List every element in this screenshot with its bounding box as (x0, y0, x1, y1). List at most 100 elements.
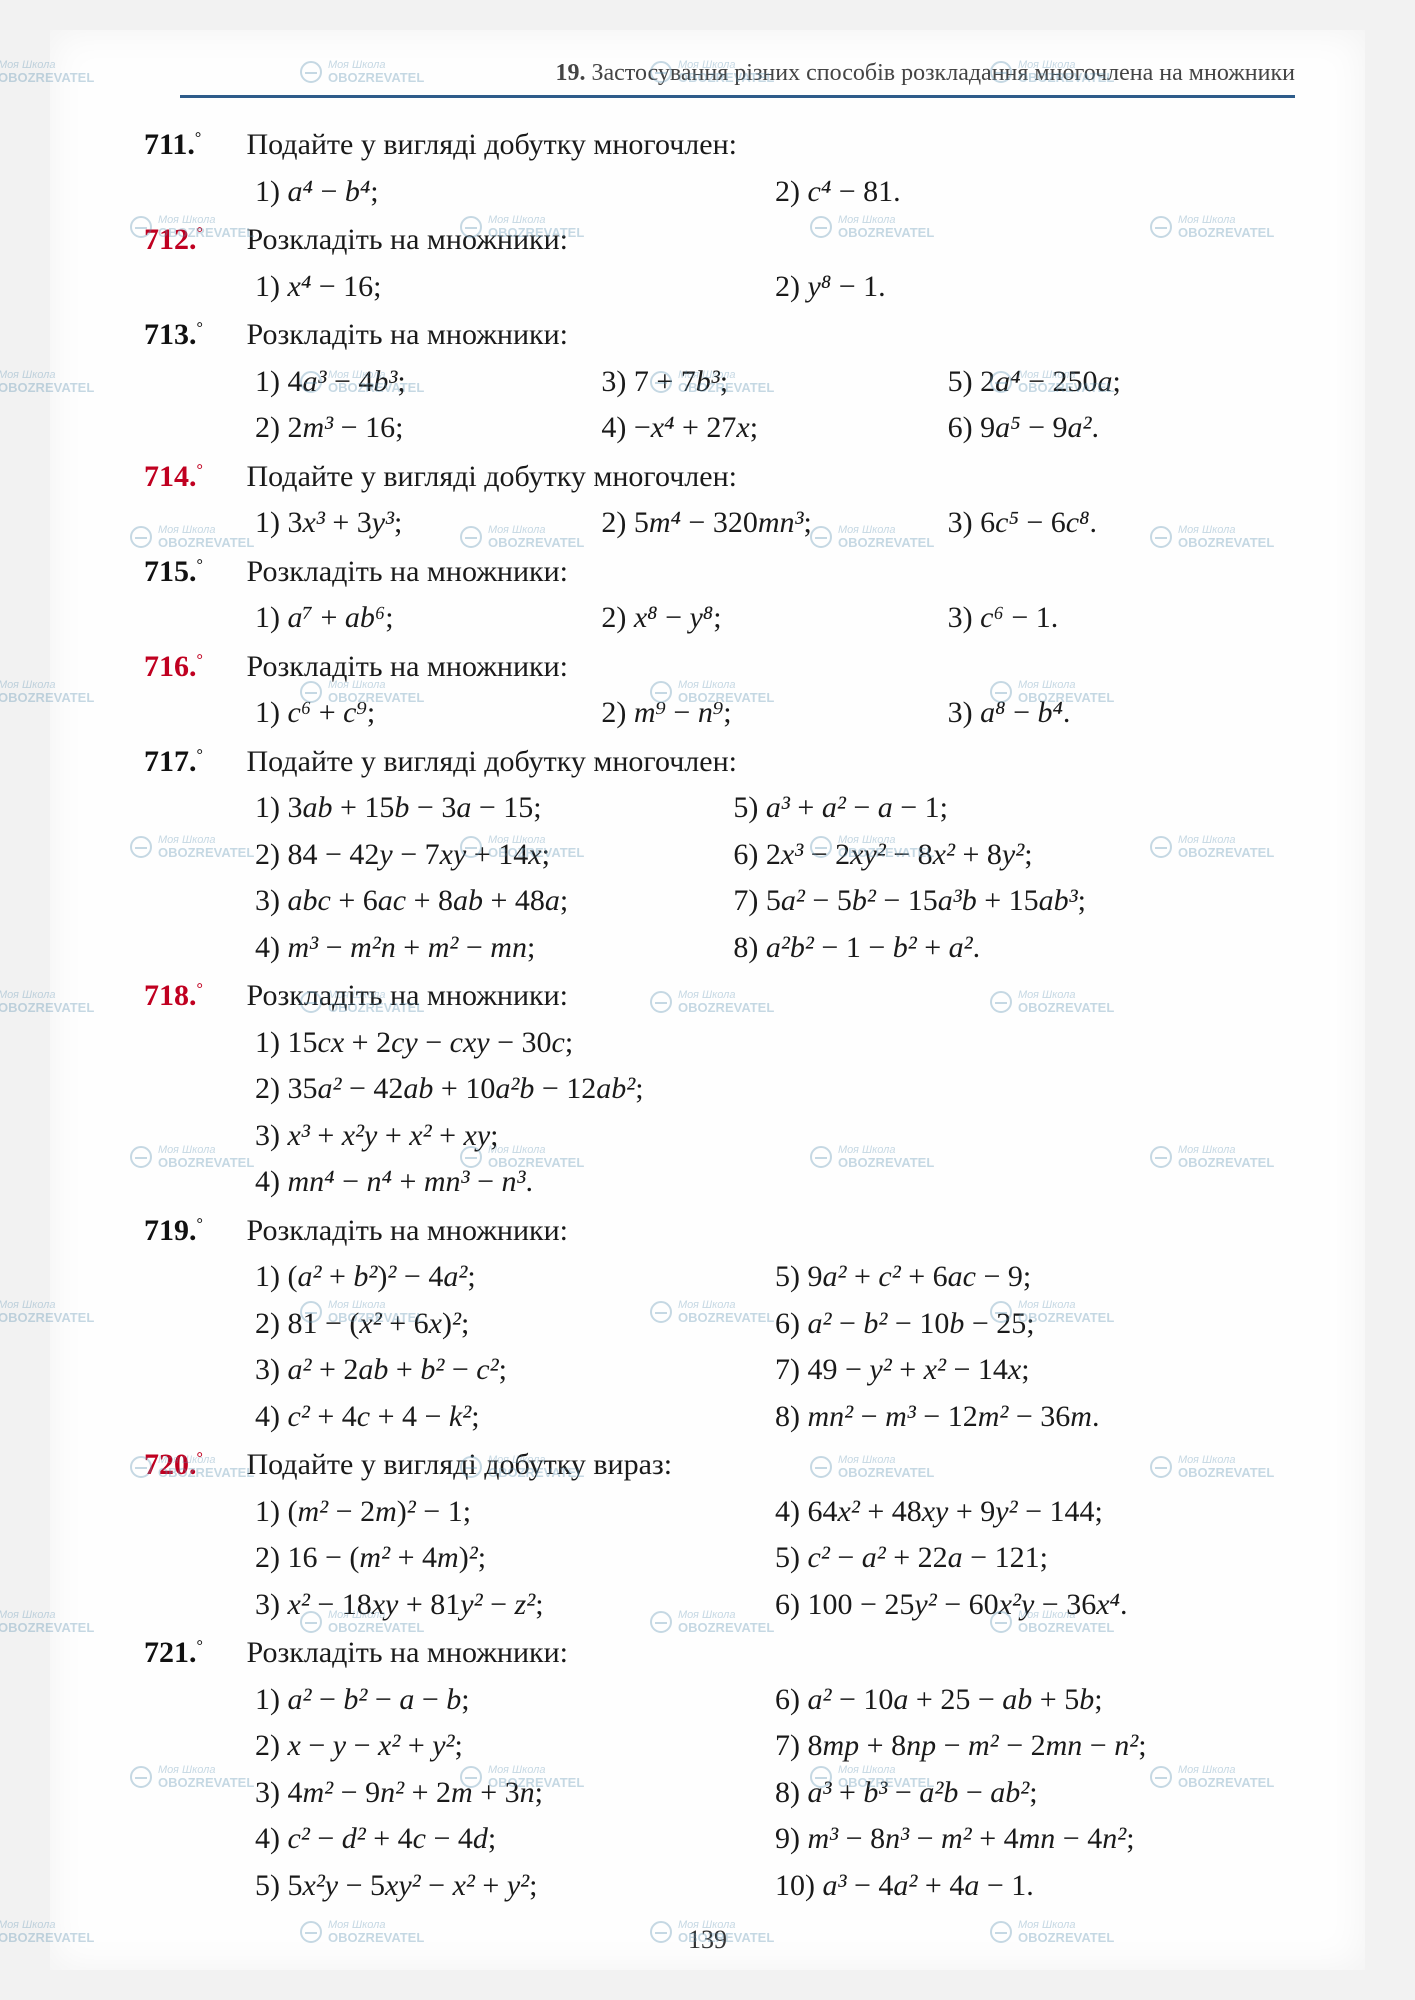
math-item: 4) mn⁴ − n⁴ + mn³ − n³. (255, 1159, 557, 1206)
problems-list: 711.° Подайте у вигляді добутку многочле… (180, 122, 1295, 1909)
math-item: 2) c⁴ − 81. (775, 169, 1295, 216)
math-item: 5) 5x²y − 5xy² − x² + y²; (255, 1863, 775, 1910)
problem: 716.° Розкладіть на множники:1) c⁶ + c⁹;… (180, 644, 1295, 737)
item-row: 5) 5x²y − 5xy² − x² + y²;10) a³ − 4a² + … (255, 1863, 1295, 1910)
item-row: 1) 3ab + 15b − 3a − 15; 5) a³ + a² − a −… (255, 785, 1295, 832)
math-item: 1) c⁶ + c⁹; (255, 690, 601, 737)
problem: 718.° Розкладіть на множники:1) 15cx + 2… (180, 973, 1295, 1206)
math-item: 3) a⁸ − b⁴. (948, 690, 1294, 737)
problem-number: 717.° (144, 739, 239, 786)
math-item: 2) y⁸ − 1. (775, 264, 1295, 311)
problem-prompt: Розкладіть на множники: (239, 650, 568, 683)
problem-items: 1) a⁴ − b⁴;2) c⁴ − 81. (255, 169, 1295, 216)
item-row: 4) mn⁴ − n⁴ + mn³ − n³. (255, 1159, 1295, 1206)
section-title: Застосування різних способів розкладання… (591, 60, 1295, 86)
problem-number: 720.° (144, 1442, 239, 1489)
math-item: 3) 6c⁵ − 6c⁸. (948, 500, 1294, 547)
problem-items: 1) a² − b² − a − b; 6) a² − 10a + 25 − a… (255, 1677, 1295, 1910)
section-number: 19. (555, 60, 585, 86)
math-item: 1) 4a³ − 4b³; (255, 359, 601, 406)
math-item: 3) 4m² − 9n² + 2m + 3n; (255, 1770, 775, 1817)
problem-items: 1) a⁷ + ab⁶;2) x⁸ − y⁸;3) c⁶ − 1. (255, 595, 1295, 642)
item-row: 3) abc + 6ac + 8ab + 48a; 7) 5a² − 5b² −… (255, 878, 1295, 925)
problem-items: 1) 15cx + 2cy − cxy − 30c;2) 35a² − 42ab… (255, 1020, 1295, 1206)
item-row: 3) x³ + x²y + x² + xy; (255, 1113, 1295, 1160)
problem-number: 712.° (144, 217, 239, 264)
math-item: 1) a⁷ + ab⁶; (255, 595, 601, 642)
item-row: 2) 84 − 42y − 7xy + 14x; 6) 2x³ − 2xy² −… (255, 832, 1295, 879)
item-row: 4) c² + 4c + 4 − k²;8) mn² − m³ − 12m² −… (255, 1394, 1295, 1441)
math-item: 8) a³ + b³ − a²b − ab²; (775, 1770, 1295, 1817)
problem-number: 715.° (144, 549, 239, 596)
math-item: 3) abc + 6ac + 8ab + 48a; (255, 878, 733, 925)
problem-prompt: Розкладіть на множники: (239, 318, 568, 351)
page: 19. Застосування різних способів розклад… (50, 30, 1365, 1970)
item-row: 1) x⁴ − 16;2) y⁸ − 1. (255, 264, 1295, 311)
math-item: 6) a² − b² − 10b − 25; (775, 1301, 1295, 1348)
problem-prompt: Подайте у вигляді добутку многочлен: (239, 745, 737, 778)
page-number: 139 (50, 1925, 1365, 1955)
problem-items: 1) (m² − 2m)² − 1;4) 64x² + 48xy + 9y² −… (255, 1489, 1295, 1629)
math-item: 10) a³ − 4a² + 4a − 1. (775, 1863, 1295, 1910)
item-row: 2) 2m³ − 16;4) −x⁴ + 27x;6) 9a⁵ − 9a². (255, 405, 1295, 452)
math-item: 2) m⁹ − n⁹; (601, 690, 947, 737)
problem-prompt: Розкладіть на множники: (239, 555, 568, 588)
math-item: 8) mn² − m³ − 12m² − 36m. (775, 1394, 1295, 1441)
problem: 717.° Подайте у вигляді добутку многочле… (180, 739, 1295, 972)
math-item: 3) a² + 2ab + b² − c²; (255, 1347, 775, 1394)
math-item: 2) 84 − 42y − 7xy + 14x; (255, 832, 733, 879)
math-item: 7) 8mp + 8np − m² − 2mn − n²; (775, 1723, 1295, 1770)
math-item: 9) m³ − 8n³ − m² + 4mn − 4n²; (775, 1816, 1295, 1863)
math-item: 5) 9a² + c² + 6ac − 9; (775, 1254, 1295, 1301)
problem-items: 1) x⁴ − 16;2) y⁸ − 1. (255, 264, 1295, 311)
math-item: 3) x² − 18xy + 81y² − z²; (255, 1582, 775, 1629)
math-item: 1) 3ab + 15b − 3a − 15; (255, 785, 733, 832)
problem: 711.° Подайте у вигляді добутку многочле… (180, 122, 1295, 215)
problem-prompt: Розкладіть на множники: (239, 1214, 568, 1247)
math-item: 3) c⁶ − 1. (948, 595, 1294, 642)
item-row: 1) a⁷ + ab⁶;2) x⁸ − y⁸;3) c⁶ − 1. (255, 595, 1295, 642)
math-item: 4) c² − d² + 4c − 4d; (255, 1816, 775, 1863)
section-header: 19. Застосування різних способів розклад… (180, 60, 1295, 98)
math-item: 6) a² − 10a + 25 − ab + 5b; (775, 1677, 1295, 1724)
problem-prompt: Розкладіть на множники: (239, 223, 568, 256)
problem: 720.° Подайте у вигляді добутку вираз:1)… (180, 1442, 1295, 1628)
item-row: 1) a² − b² − a − b; 6) a² − 10a + 25 − a… (255, 1677, 1295, 1724)
math-item: 2) 2m³ − 16; (255, 405, 601, 452)
math-item: 1) a⁴ − b⁴; (255, 169, 775, 216)
math-item: 1) 3x³ + 3y³; (255, 500, 601, 547)
item-row: 1) (m² − 2m)² − 1;4) 64x² + 48xy + 9y² −… (255, 1489, 1295, 1536)
math-item: 3) x³ + x²y + x² + xy; (255, 1113, 523, 1160)
problem: 721.° Розкладіть на множники:1) a² − b² … (180, 1630, 1295, 1909)
item-row: 2) 81 − (x² + 6x)²;6) a² − b² − 10b − 25… (255, 1301, 1295, 1348)
math-item: 3) 7 + 7b³; (601, 359, 947, 406)
math-item: 5) a³ + a² − a − 1; (733, 785, 1295, 832)
item-row: 2) x − y − x² + y²; 7) 8mp + 8np − m² − … (255, 1723, 1295, 1770)
math-item: 2) 16 − (m² + 4m)²; (255, 1535, 775, 1582)
math-item: 4) 64x² + 48xy + 9y² − 144; (775, 1489, 1295, 1536)
problem-number: 716.° (144, 644, 239, 691)
problem-number: 721.° (144, 1630, 239, 1677)
math-item: 6) 9a⁵ − 9a². (948, 405, 1294, 452)
problem-number: 713.° (144, 312, 239, 359)
problem-prompt: Подайте у вигляді добутку многочлен: (239, 128, 737, 161)
math-item: 1) 15cx + 2cy − cxy − 30c; (255, 1020, 597, 1067)
math-item: 6) 100 − 25y² − 60x²y − 36x⁴. (775, 1582, 1295, 1629)
math-item: 2) 5m⁴ − 320mn³; (601, 500, 947, 547)
problem-items: 1) c⁶ + c⁹;2) m⁹ − n⁹;3) a⁸ − b⁴. (255, 690, 1295, 737)
problem: 712.° Розкладіть на множники:1) x⁴ − 16;… (180, 217, 1295, 310)
math-item: 1) (a² + b²)² − 4a²; (255, 1254, 775, 1301)
item-row: 3) x² − 18xy + 81y² − z²;6) 100 − 25y² −… (255, 1582, 1295, 1629)
problem-prompt: Подайте у вигляді добутку многочлен: (239, 460, 737, 493)
math-item: 8) a²b² − 1 − b² + a². (733, 925, 1295, 972)
item-row: 2) 16 − (m² + 4m)²;5) c² − a² + 22a − 12… (255, 1535, 1295, 1582)
problem: 715.° Розкладіть на множники:1) a⁷ + ab⁶… (180, 549, 1295, 642)
math-item: 2) 81 − (x² + 6x)²; (255, 1301, 775, 1348)
problem-items: 1) 3x³ + 3y³;2) 5m⁴ − 320mn³;3) 6c⁵ − 6c… (255, 500, 1295, 547)
item-row: 4) m³ − m²n + m² − mn; 8) a²b² − 1 − b² … (255, 925, 1295, 972)
math-item: 2) 35a² − 42ab + 10a²b − 12ab²; (255, 1066, 668, 1113)
math-item: 4) c² + 4c + 4 − k²; (255, 1394, 775, 1441)
problem-number: 711.° (144, 122, 239, 169)
problem-items: 1) 4a³ − 4b³;3) 7 + 7b³;5) 2a⁴ − 250a;2)… (255, 359, 1295, 452)
item-row: 4) c² − d² + 4c − 4d; 9) m³ − 8n³ − m² +… (255, 1816, 1295, 1863)
